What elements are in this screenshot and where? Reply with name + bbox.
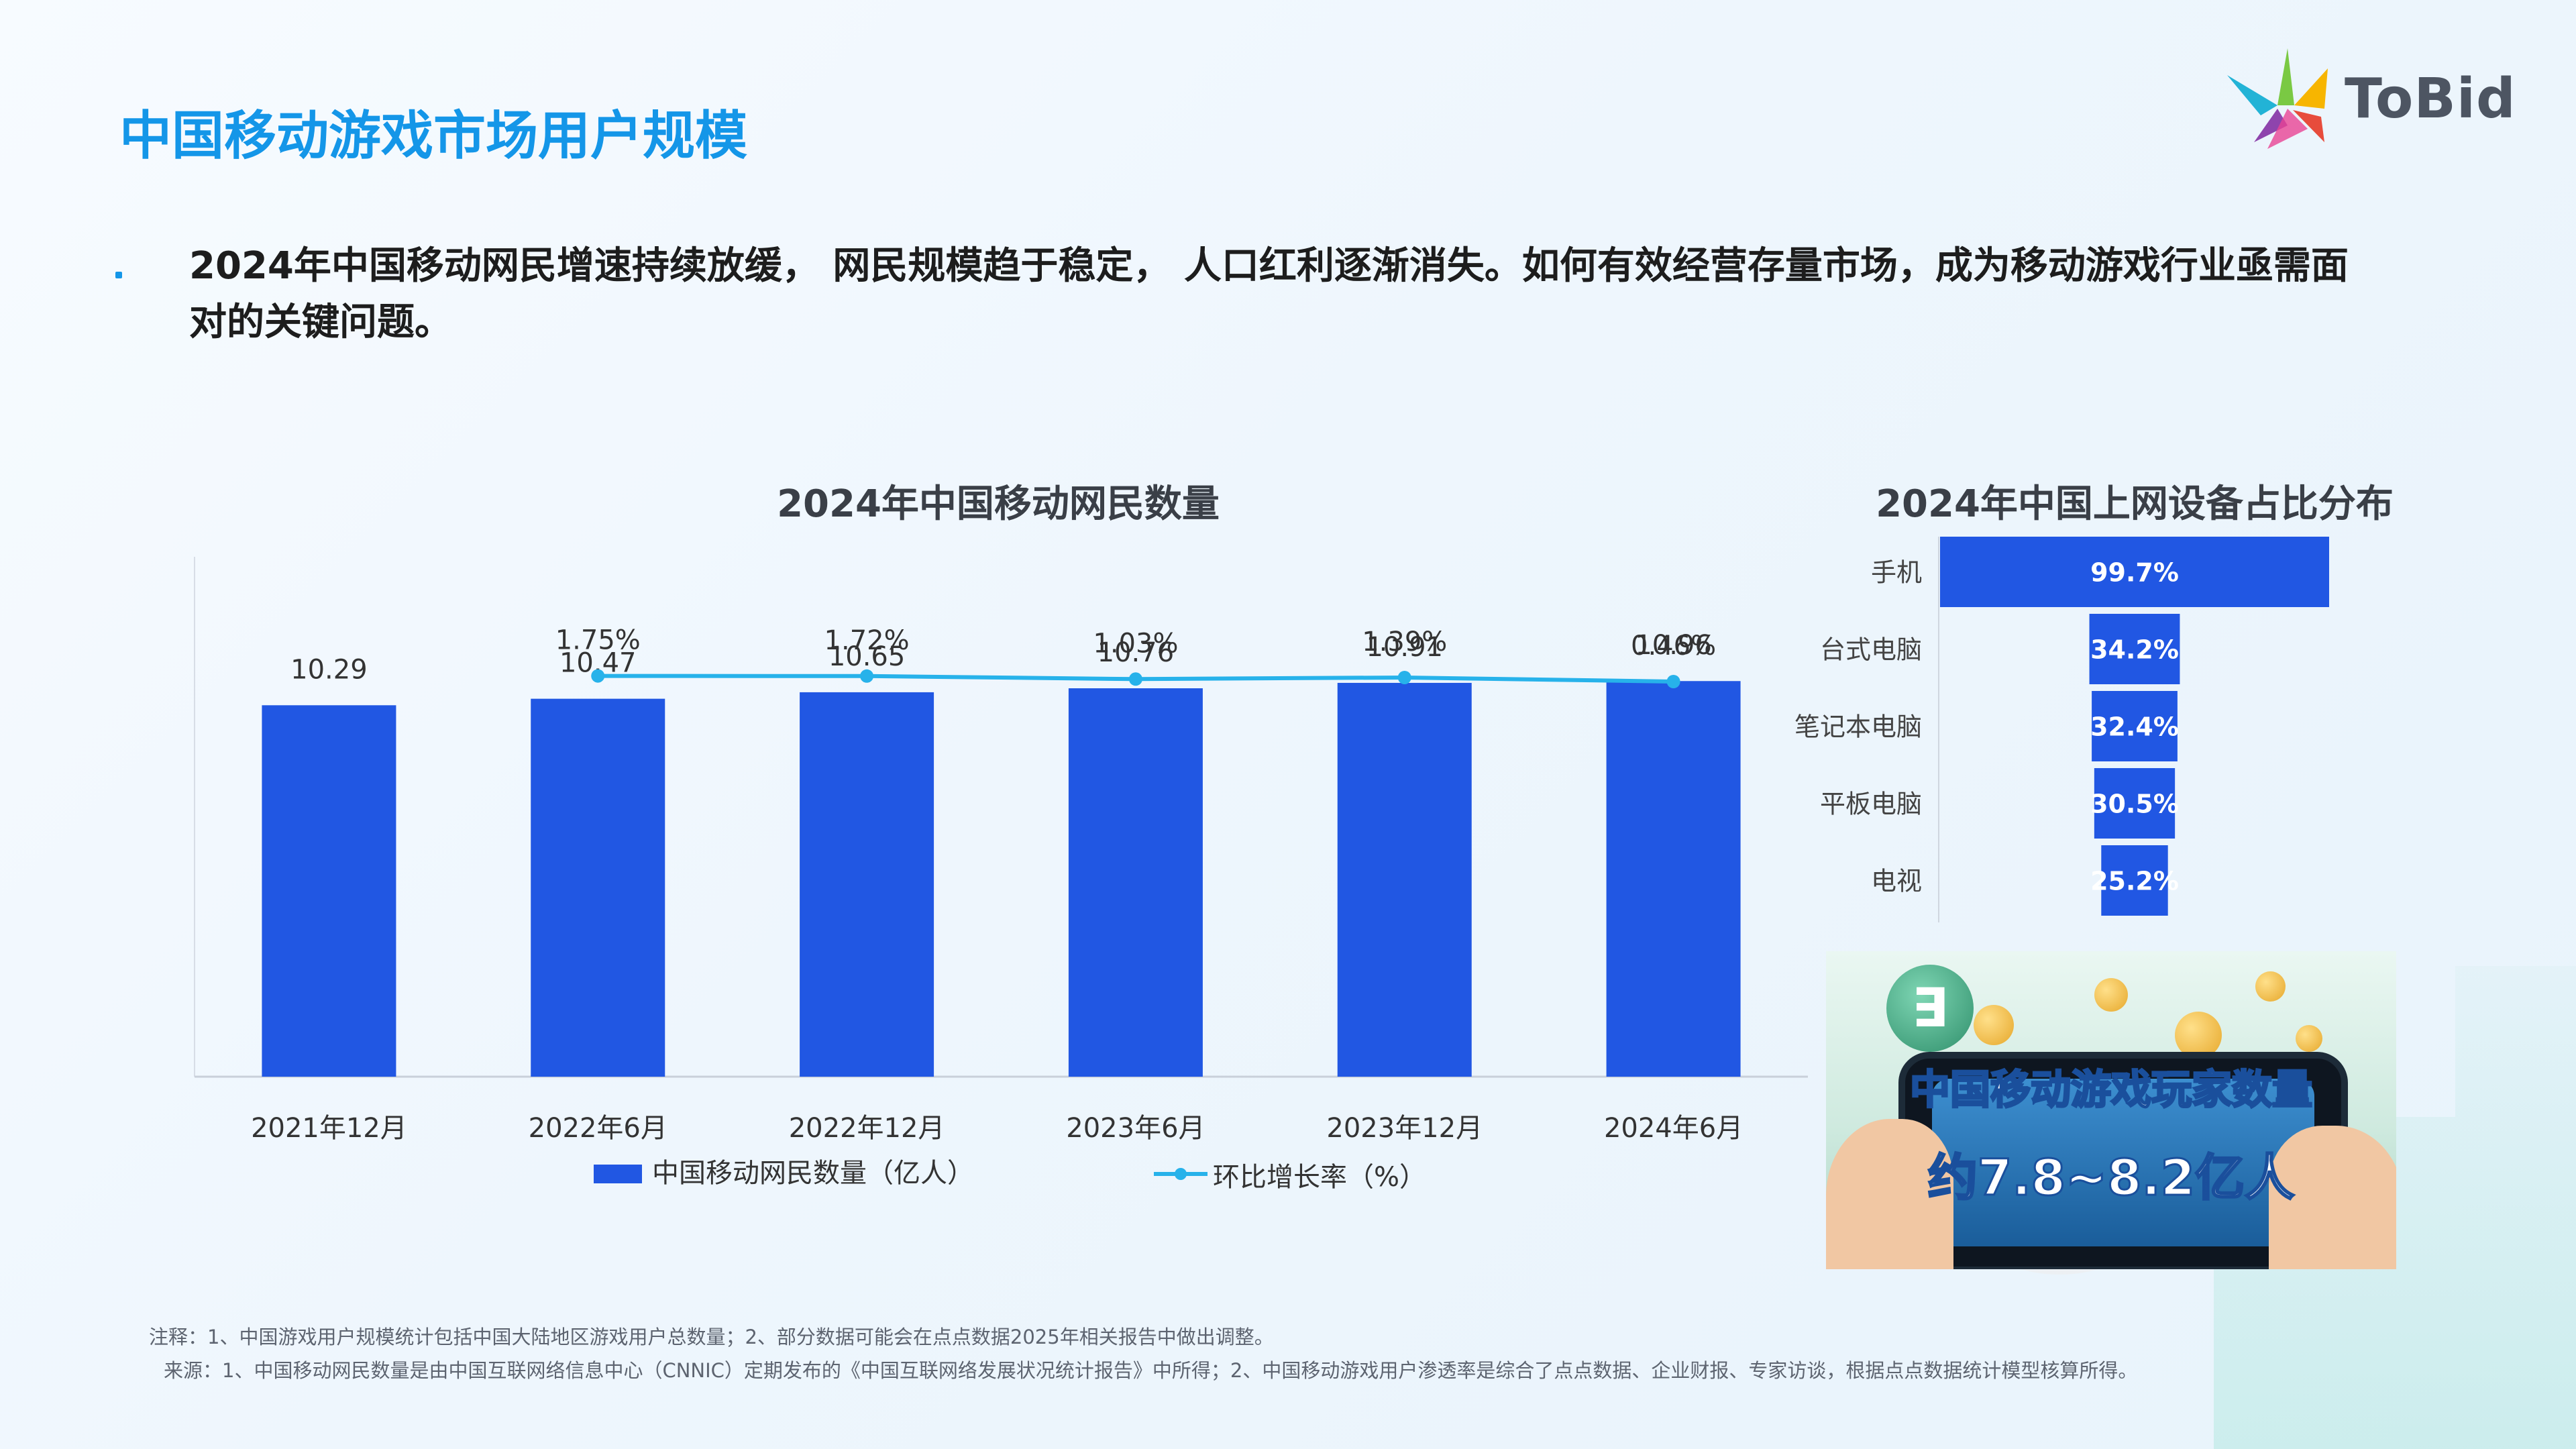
bar [1068, 688, 1203, 1077]
intro-text: 2024年中国移动网民增速持续放缓， 网民规模趋于稳定， 人口红利逐渐消失。如何… [189, 244, 2349, 344]
x-tick-label: 2023年12月 [1326, 1113, 1483, 1144]
x-tick-label: 2022年6月 [529, 1113, 667, 1144]
growth-rate-label: 0.46% [1631, 631, 1716, 661]
funnel-bar [2094, 768, 2176, 839]
bar [262, 705, 396, 1077]
x-tick-label: 2024年6月 [1604, 1113, 1743, 1144]
funnel-value-label: 34.2% [2090, 635, 2179, 665]
mobile-netizen-chart: 2024年中国移动网民数量10.292021年12月10.472022年6月10… [194, 482, 1808, 1193]
note-text: 注释：1、中国游戏用户规模统计包括中国大陆地区游戏用户总数量；2、部分数据可能会… [149, 1326, 1274, 1348]
funnel-bar [2089, 614, 2180, 684]
funnel-bar [2101, 845, 2168, 916]
footnotes: 注释：1、中国游戏用户规模统计包括中国大陆地区游戏用户总数量；2、部分数据可能会… [149, 1320, 2137, 1387]
legend-label-bar: 中国移动网民数量（亿人） [652, 1158, 974, 1189]
funnel-bar [2092, 691, 2178, 761]
game-players-image: ∃ 中国移动游戏玩家数量 约7.8~8.2亿人 [1826, 951, 2396, 1269]
bar [1606, 681, 1741, 1077]
x-tick-label: 2022年12月 [789, 1113, 945, 1144]
legend-swatch-line-point [1175, 1168, 1187, 1180]
funnel-bar [1940, 537, 2329, 607]
coin-icon [2175, 1012, 2222, 1059]
funnel-category-label: 平板电脑 [1820, 790, 1922, 819]
coin-icon [2094, 978, 2128, 1012]
hand-illustration [1826, 1119, 1953, 1269]
bar-value-label: 10.96 [1635, 630, 1712, 661]
bullet-dot [115, 272, 122, 278]
coin-icon [2255, 971, 2286, 1002]
bar-value-label: 10.91 [1366, 632, 1443, 663]
funnel-value-label: 32.4% [2090, 712, 2179, 742]
funnel-category-label: 台式电脑 [1820, 635, 1922, 665]
growth-rate-label: 1.72% [824, 625, 910, 656]
coin-icon [2296, 1025, 2322, 1052]
x-tick-label: 2023年6月 [1066, 1113, 1205, 1144]
chart-title: 2024年中国上网设备占比分布 [1876, 482, 2394, 526]
bar-value-label: 10.76 [1097, 637, 1175, 668]
growth-rate-point [1128, 672, 1142, 686]
device-share-chart: 2024年中国上网设备占比分布 99.7% 手机 34.2% 台式电脑 32.4% 笔记本电… [1794, 482, 2394, 922]
bar-value-label: 10.65 [828, 641, 906, 672]
chart-title: 2024年中国移动网民数量 [777, 482, 1220, 526]
legend-label-line: 环比增长率（%） [1213, 1162, 1426, 1193]
source-text: 来源：1、中国移动网民数量是由中国互联网络信息中心（CNNIC）定期发布的《中国… [164, 1359, 2138, 1382]
growth-rate-label: 1.39% [1362, 627, 1447, 657]
bar [1337, 682, 1472, 1077]
funnel-value-label: 25.2% [2090, 867, 2179, 896]
hand-illustration [2269, 1126, 2396, 1269]
growth-rate-label: 1.75% [555, 625, 641, 656]
bar [800, 692, 934, 1077]
growth-rate-point [591, 669, 605, 683]
funnel-category-label: 电视 [1871, 867, 1922, 896]
x-tick-label: 2021年12月 [251, 1113, 407, 1144]
bar-value-label: 10.29 [290, 654, 368, 685]
players-count-caption: 约7.8~8.2亿人 [1927, 1148, 2295, 1208]
growth-rate-point [1397, 670, 1411, 684]
funnel-category-label: 手机 [1871, 558, 1922, 588]
coin-icon [1974, 1005, 2014, 1045]
funnel-value-label: 30.5% [2090, 790, 2179, 819]
coin-icon: ∃ [1886, 965, 1974, 1052]
growth-rate-point [1666, 675, 1680, 688]
legend-swatch-bar [594, 1165, 642, 1183]
page-title: 中国移动游戏市场用户规模 [119, 106, 748, 166]
bar [531, 698, 665, 1077]
funnel-category-label: 笔记本电脑 [1794, 712, 1922, 742]
growth-rate-point [860, 669, 874, 683]
tobid-logo-icon [2227, 48, 2328, 149]
funnel-value-label: 99.7% [2090, 558, 2179, 588]
growth-rate-label: 1.03% [1093, 628, 1178, 659]
players-caption: 中国移动游戏玩家数量 [1909, 1066, 2314, 1115]
logo-text: ToBid [2345, 67, 2516, 131]
